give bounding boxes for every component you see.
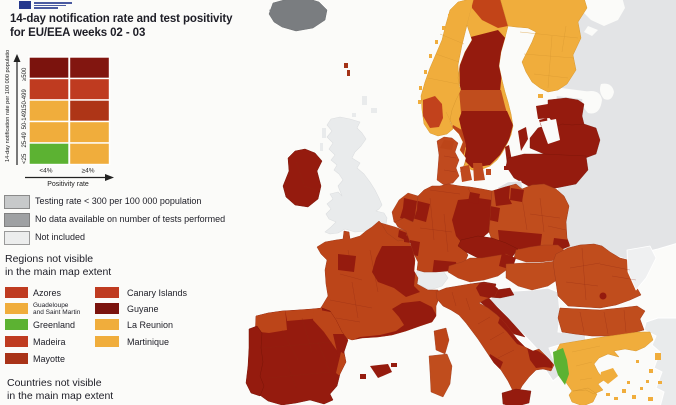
svg-text:14-day notification rate per 1: 14-day notification rate per 100 000 pop… bbox=[5, 50, 11, 162]
svg-text:<4%: <4% bbox=[39, 168, 52, 175]
svg-text:50-149: 50-149 bbox=[22, 110, 28, 129]
svg-text:≥4%: ≥4% bbox=[82, 168, 95, 175]
svg-text:Positivity rate: Positivity rate bbox=[47, 181, 89, 188]
svg-text:25-49: 25-49 bbox=[22, 132, 28, 148]
svg-text:<25: <25 bbox=[22, 153, 28, 164]
svg-text:150-499: 150-499 bbox=[22, 89, 28, 112]
svg-text:≥500: ≥500 bbox=[22, 67, 28, 81]
